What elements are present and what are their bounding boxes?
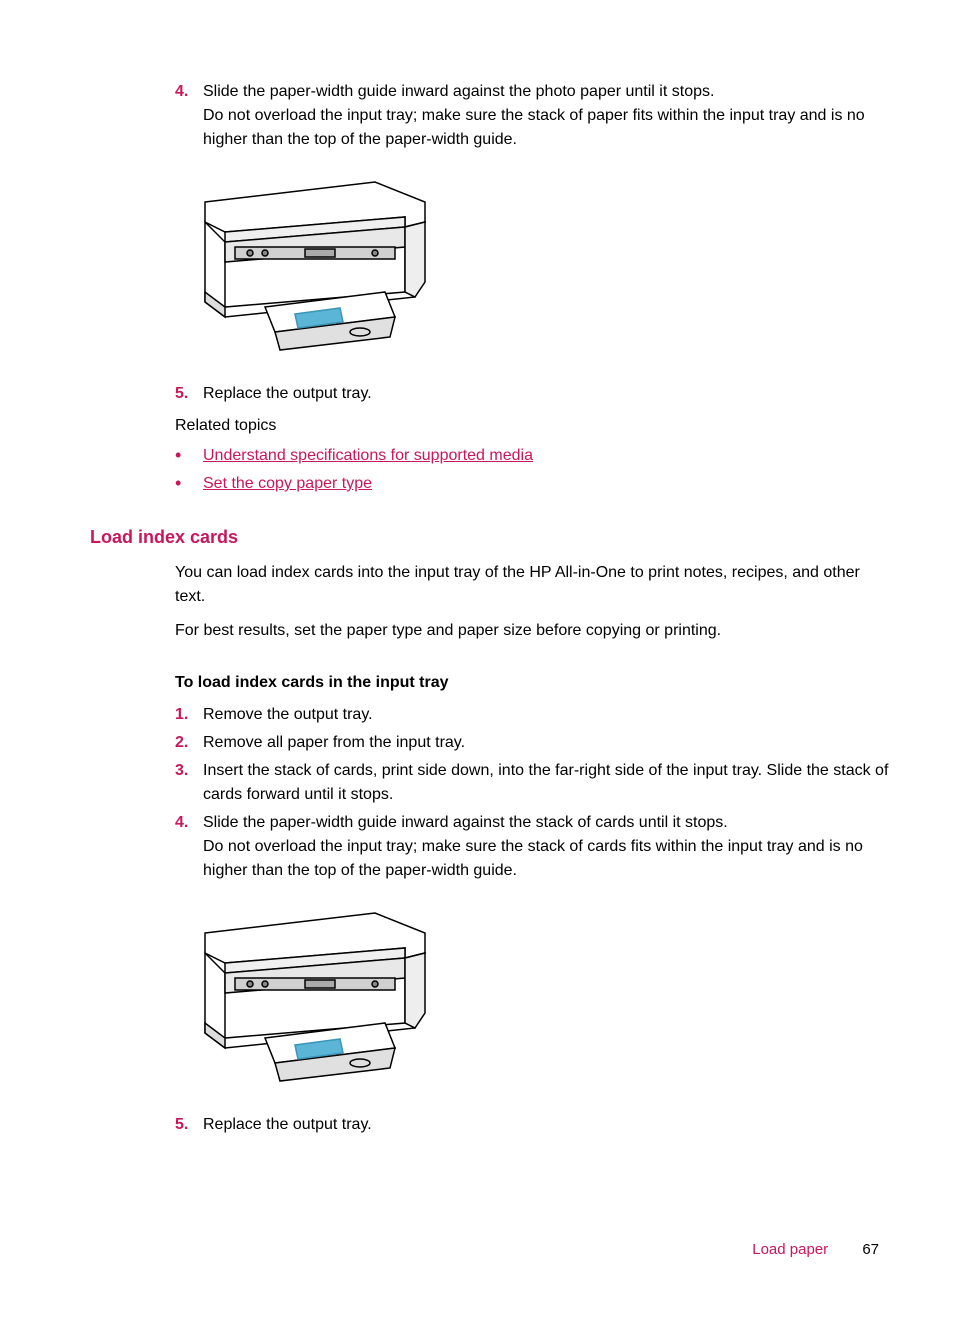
footer-page-number: 67 xyxy=(862,1241,879,1258)
link-copy-paper-type[interactable]: Set the copy paper type xyxy=(203,472,372,496)
bullet-icon: • xyxy=(175,444,203,468)
index-step-1-text: Remove the output tray. xyxy=(203,703,894,727)
index-step-4-text: Slide the paper-width guide inward again… xyxy=(203,811,894,883)
step-4-number: 4. xyxy=(175,80,203,152)
index-step-4: 4. Slide the paper-width guide inward ag… xyxy=(175,811,894,883)
related-link-1-item: • Understand specifications for supporte… xyxy=(175,444,894,468)
bullet-icon: • xyxy=(175,472,203,496)
step-4-text: Slide the paper-width guide inward again… xyxy=(203,80,894,152)
step-5-number: 5. xyxy=(175,382,203,406)
related-topics-label: Related topics xyxy=(175,414,894,438)
index-step-3-text: Insert the stack of cards, print side do… xyxy=(203,759,894,807)
step-4-line1: Slide the paper-width guide inward again… xyxy=(203,80,894,104)
index-step-1-number: 1. xyxy=(175,703,203,727)
section-para-2: For best results, set the paper type and… xyxy=(175,619,894,643)
step-5-text: Replace the output tray. xyxy=(203,382,894,406)
printer-illustration-1 xyxy=(175,172,445,362)
link-specifications[interactable]: Understand specifications for supported … xyxy=(203,444,533,468)
index-step-2-text: Remove all paper from the input tray. xyxy=(203,731,894,755)
main-content: 4. Slide the paper-width guide inward ag… xyxy=(175,80,894,496)
related-link-2-item: • Set the copy paper type xyxy=(175,472,894,496)
index-step-4-line2: Do not overload the input tray; make sur… xyxy=(203,835,894,883)
step-4: 4. Slide the paper-width guide inward ag… xyxy=(175,80,894,152)
index-step-5: 5. Replace the output tray. xyxy=(175,1113,894,1137)
printer-illustration-2 xyxy=(175,903,445,1093)
index-step-2-number: 2. xyxy=(175,731,203,755)
sub-heading: To load index cards in the input tray xyxy=(175,671,894,695)
footer-section-label: Load paper xyxy=(752,1241,828,1258)
index-step-1: 1. Remove the output tray. xyxy=(175,703,894,727)
step-5: 5. Replace the output tray. xyxy=(175,382,894,406)
page-footer: Load paper 67 xyxy=(752,1239,879,1262)
section-content: You can load index cards into the input … xyxy=(175,561,894,1137)
index-step-5-text: Replace the output tray. xyxy=(203,1113,894,1137)
index-step-3: 3. Insert the stack of cards, print side… xyxy=(175,759,894,807)
section-para-1: You can load index cards into the input … xyxy=(175,561,894,609)
step-4-line2: Do not overload the input tray; make sur… xyxy=(203,104,894,152)
index-step-5-number: 5. xyxy=(175,1113,203,1137)
section-heading-load-index-cards: Load index cards xyxy=(90,524,894,551)
index-step-2: 2. Remove all paper from the input tray. xyxy=(175,731,894,755)
index-step-3-number: 3. xyxy=(175,759,203,807)
index-step-4-line1: Slide the paper-width guide inward again… xyxy=(203,811,894,835)
index-step-4-number: 4. xyxy=(175,811,203,883)
